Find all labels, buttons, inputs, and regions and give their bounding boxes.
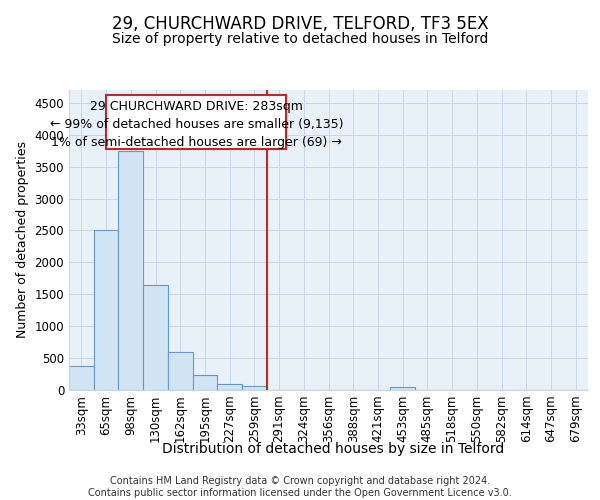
Text: Size of property relative to detached houses in Telford: Size of property relative to detached ho… [112,32,488,46]
Bar [143,286,168,390]
Bar [193,374,217,390]
Bar [94,230,118,390]
Bar [168,352,193,390]
Bar [242,386,267,390]
Text: Distribution of detached houses by size in Telford: Distribution of detached houses by size … [162,442,504,456]
FancyBboxPatch shape [106,95,286,148]
Bar [69,366,94,390]
Bar [217,384,242,390]
Text: 29, CHURCHWARD DRIVE, TELFORD, TF3 5EX: 29, CHURCHWARD DRIVE, TELFORD, TF3 5EX [112,15,488,33]
Text: Contains HM Land Registry data © Crown copyright and database right 2024.
Contai: Contains HM Land Registry data © Crown c… [88,476,512,498]
Bar [118,150,143,390]
Y-axis label: Number of detached properties: Number of detached properties [16,142,29,338]
Text: 29 CHURCHWARD DRIVE: 283sqm
← 99% of detached houses are smaller (9,135)
1% of s: 29 CHURCHWARD DRIVE: 283sqm ← 99% of det… [50,100,343,149]
Bar [390,387,415,390]
